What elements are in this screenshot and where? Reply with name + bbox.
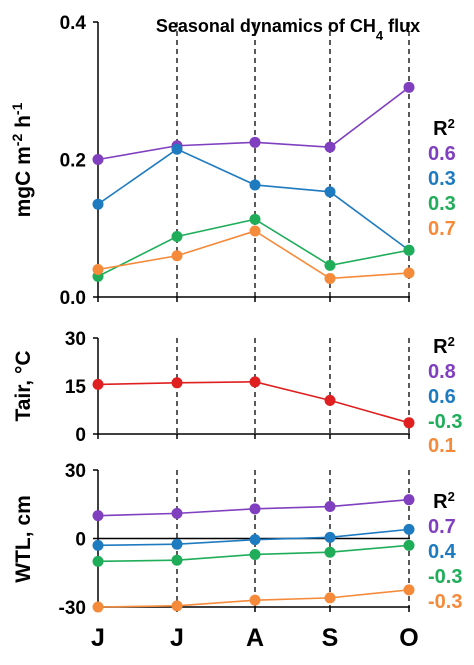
series-1-point bbox=[324, 141, 336, 153]
y-axis-label-part: h bbox=[12, 115, 35, 134]
series-1-point bbox=[403, 494, 415, 506]
series-3-point bbox=[171, 231, 183, 242]
series-4-point bbox=[249, 594, 261, 606]
series-4-point bbox=[403, 584, 415, 596]
series-1-point bbox=[92, 510, 104, 522]
series-3-point bbox=[92, 555, 104, 567]
chart-title-text: Seasonal dynamics of CH bbox=[156, 16, 376, 36]
series-2-point bbox=[171, 538, 183, 550]
y-tick-label: 15 bbox=[65, 377, 87, 398]
series-3-point bbox=[403, 539, 415, 551]
series-2-point bbox=[249, 179, 261, 191]
y-tick-label: 30 bbox=[65, 329, 86, 350]
series-1-line bbox=[97, 381, 410, 424]
y-axis-label: Tair, °C bbox=[12, 350, 35, 421]
series-1-point bbox=[171, 377, 183, 389]
series-1-point bbox=[249, 503, 261, 515]
y-axis-label-part: mgC m bbox=[12, 146, 35, 217]
chart-title-sub: 4 bbox=[376, 28, 384, 43]
r2-header-text: R bbox=[433, 336, 448, 358]
series-1-point bbox=[324, 501, 336, 513]
series-1-line bbox=[97, 86, 410, 161]
series-1-point bbox=[249, 376, 261, 388]
series-2-point bbox=[92, 539, 104, 551]
series-3-point bbox=[249, 548, 261, 560]
r2-value: -0.3 bbox=[428, 591, 462, 613]
x-tick-label: J bbox=[91, 624, 105, 652]
series-1-point bbox=[171, 507, 183, 519]
r2-header: R2 bbox=[433, 334, 455, 359]
r2-header-sup: 2 bbox=[448, 489, 455, 504]
y-tick-label: 30 bbox=[65, 461, 86, 482]
r2-value: -0.3 bbox=[428, 411, 462, 433]
series-4-point bbox=[92, 601, 104, 613]
r2-value: 0.6 bbox=[428, 386, 456, 408]
r2-value: 0.7 bbox=[428, 218, 456, 240]
series-2-point bbox=[171, 143, 183, 155]
series-4-point bbox=[324, 272, 336, 284]
r2-value: 0.7 bbox=[428, 516, 456, 538]
x-tick-label: J bbox=[170, 624, 184, 652]
series-1-point bbox=[92, 154, 104, 165]
series-1-point bbox=[249, 136, 261, 148]
y-axis-label-sup: -2 bbox=[9, 134, 25, 147]
series-4-point bbox=[324, 592, 336, 604]
y-tick-label: 0.2 bbox=[60, 151, 86, 172]
r2-value: 0.6 bbox=[428, 143, 456, 165]
series-3-point bbox=[249, 213, 261, 225]
series-1-point bbox=[324, 394, 336, 406]
series-3-point bbox=[171, 554, 183, 566]
x-tick-label: A bbox=[246, 624, 264, 652]
series-4-line bbox=[97, 230, 410, 280]
series-1-point bbox=[403, 417, 415, 429]
r2-header-sup: 2 bbox=[448, 116, 455, 131]
r2-value: 0.1 bbox=[428, 435, 456, 457]
y-axis-label: WTL, cm bbox=[12, 495, 35, 583]
r2-value: 0.3 bbox=[428, 168, 456, 190]
y-axis-label-sup: -1 bbox=[9, 102, 25, 115]
series-3-point bbox=[324, 546, 336, 558]
series-3-point bbox=[403, 244, 415, 256]
chart-title-tail: flux bbox=[383, 16, 420, 36]
series-4-point bbox=[403, 267, 415, 279]
r2-header-sup: 2 bbox=[448, 334, 455, 349]
series-4-point bbox=[92, 264, 104, 275]
y-tick-label: -30 bbox=[59, 598, 86, 619]
series-2-point bbox=[324, 186, 336, 198]
series-2-point bbox=[403, 523, 415, 535]
y-tick-label: 0 bbox=[75, 530, 86, 551]
x-tick-label: O bbox=[399, 624, 418, 652]
series-4-point bbox=[171, 600, 183, 612]
y-tick-label: 0 bbox=[75, 425, 86, 446]
r2-value: 0.8 bbox=[428, 361, 456, 383]
series-2-point bbox=[249, 534, 261, 546]
series-2-point bbox=[324, 531, 336, 543]
x-tick-label: S bbox=[322, 624, 339, 652]
r2-value: 0.3 bbox=[428, 193, 456, 215]
series-2-point bbox=[92, 198, 104, 210]
r2-header: R2 bbox=[433, 116, 455, 141]
series-1-point bbox=[92, 378, 104, 390]
y-axis-label: mgC m-2 h-1 bbox=[9, 102, 35, 217]
r2-header-text: R bbox=[433, 491, 448, 513]
series-3-point bbox=[324, 259, 336, 271]
r2-header: R2 bbox=[433, 489, 455, 514]
series-4-point bbox=[249, 225, 261, 237]
chart-title: Seasonal dynamics of CH4 flux bbox=[156, 16, 420, 43]
r2-value: 0.4 bbox=[428, 541, 457, 563]
y-tick-label: 0.4 bbox=[60, 13, 87, 34]
r2-header-text: R bbox=[433, 118, 448, 140]
series-1-point bbox=[403, 81, 415, 93]
y-tick-label: 0.0 bbox=[60, 288, 86, 309]
series-4-point bbox=[171, 250, 183, 262]
r2-value: -0.3 bbox=[428, 566, 462, 588]
